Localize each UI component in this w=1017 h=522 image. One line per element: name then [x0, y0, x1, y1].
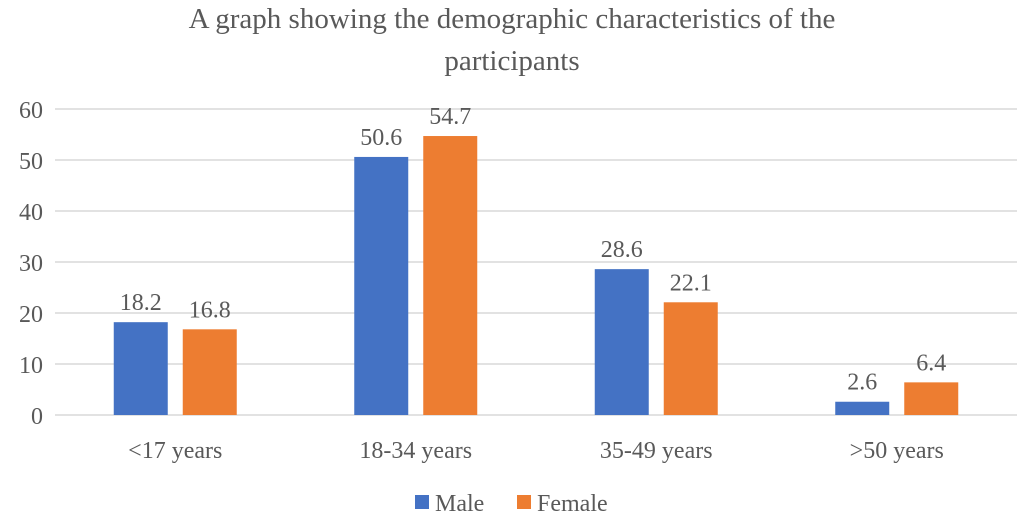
data-label: 6.4: [916, 350, 946, 376]
chart-title-line-1: A graph showing the demographic characte…: [189, 3, 836, 35]
bar-male: [113, 322, 168, 415]
legend-swatch-male: [415, 495, 429, 509]
x-tick-label: <17 years: [128, 438, 222, 464]
bar-female: [423, 136, 478, 415]
x-tick-label: 35-49 years: [600, 438, 713, 464]
y-tick-label: 40: [19, 200, 43, 226]
bar-female: [663, 302, 718, 415]
legend-swatch-female: [517, 495, 531, 509]
legend-label-female: Female: [537, 491, 608, 517]
y-tick-label: 30: [19, 251, 43, 277]
y-tick-label: 0: [31, 404, 43, 430]
y-tick-label: 20: [19, 302, 43, 328]
data-label: 54.7: [429, 104, 471, 130]
chart-title-line-2: participants: [444, 45, 579, 77]
bar-male: [594, 269, 649, 415]
bar-female: [182, 329, 237, 415]
data-label: 16.8: [189, 297, 231, 323]
data-label: 50.6: [360, 125, 402, 151]
y-tick-label: 50: [19, 149, 43, 175]
bar-female: [904, 382, 959, 415]
legend-label-male: Male: [435, 491, 484, 517]
data-label: 18.2: [120, 290, 162, 316]
data-label: 22.1: [670, 270, 712, 296]
bar-male: [354, 156, 409, 415]
data-label: 28.6: [601, 237, 643, 263]
x-tick-label: >50 years: [850, 438, 944, 464]
y-tick-label: 60: [19, 98, 43, 124]
data-label: 2.6: [847, 370, 877, 396]
bar-male: [835, 401, 890, 415]
x-tick-label: 18-34 years: [359, 438, 472, 464]
y-tick-label: 10: [19, 353, 43, 379]
